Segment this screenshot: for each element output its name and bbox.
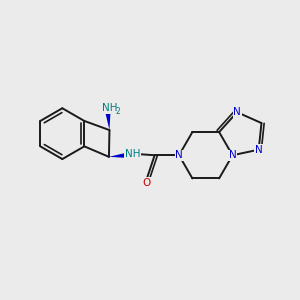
- Text: N: N: [175, 150, 183, 160]
- Text: N: N: [229, 150, 236, 160]
- Text: O: O: [142, 178, 151, 188]
- Text: NH: NH: [102, 103, 117, 113]
- Text: NH: NH: [124, 149, 140, 159]
- Text: 2: 2: [116, 107, 121, 116]
- Text: N: N: [233, 107, 241, 117]
- Polygon shape: [105, 112, 110, 130]
- Polygon shape: [109, 153, 128, 158]
- Text: N: N: [255, 145, 262, 155]
